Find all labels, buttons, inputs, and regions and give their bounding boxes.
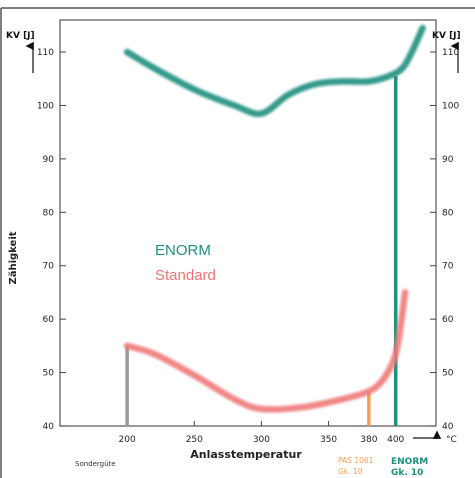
label-sonderguete: Sondergüte <box>75 460 116 468</box>
y-tick-label-right: 70 <box>442 262 454 272</box>
legend-standard: Standard <box>155 267 216 284</box>
y-axis-label: Zähigkeit <box>8 231 19 284</box>
y-tick-label-right: 110 <box>442 48 459 58</box>
x-tick-label: 380 <box>360 435 377 445</box>
x-tick-label: 300 <box>253 435 270 445</box>
marker-lines <box>125 76 398 426</box>
y-tick-label-left: 70 <box>43 262 55 272</box>
y-tick-label-left: 60 <box>43 315 55 325</box>
y-tick-label-left: 100 <box>37 101 54 111</box>
label-enorm-l1: ENORM <box>391 457 428 467</box>
series-lines <box>123 24 426 413</box>
label-pas1061-l1: PAS 1061 <box>338 456 374 465</box>
plot-frame <box>59 19 437 427</box>
series-line-enorm <box>123 24 426 118</box>
y-tick-label-right: 50 <box>442 369 454 379</box>
y-tick-label-left: 90 <box>43 155 55 165</box>
label-pas1061-l2: Gk. 10 <box>338 467 363 476</box>
label-enorm-l2: Gk. 10 <box>391 468 423 478</box>
x-unit: °C <box>446 435 457 445</box>
series-line-standard <box>123 289 409 413</box>
y-ticks-left: 40 50 60 70 80 90 100 110 <box>37 48 66 432</box>
x-ticks: 200 250 300 350 380 400 <box>119 421 405 445</box>
y-tick-label-right: 90 <box>442 155 454 165</box>
y-tick-label-right: 60 <box>442 315 454 325</box>
x-axis-label: Anlasstemperatur <box>190 448 302 461</box>
y-tick-label-right: 80 <box>442 208 454 218</box>
y-tick-label-right: 100 <box>442 101 459 111</box>
x-tick-label: 250 <box>186 435 203 445</box>
y-ticks-right: 40 50 60 70 80 90 100 110 <box>430 48 459 432</box>
y-tick-label-left: 110 <box>37 48 54 58</box>
x-tick-label: 400 <box>387 435 404 445</box>
x-tick-label: 200 <box>119 435 136 445</box>
y-tick-label-left: 50 <box>43 369 55 379</box>
legend-enorm: ENORM <box>155 242 211 259</box>
y-tick-label-left: 80 <box>43 208 55 218</box>
y-tick-label-right: 40 <box>442 422 454 432</box>
y-unit-left: KV [J] <box>6 31 35 41</box>
y-unit-right: KV [J] <box>432 31 461 41</box>
y-tick-label-left: 40 <box>43 422 55 432</box>
x-tick-label: 350 <box>320 435 337 445</box>
